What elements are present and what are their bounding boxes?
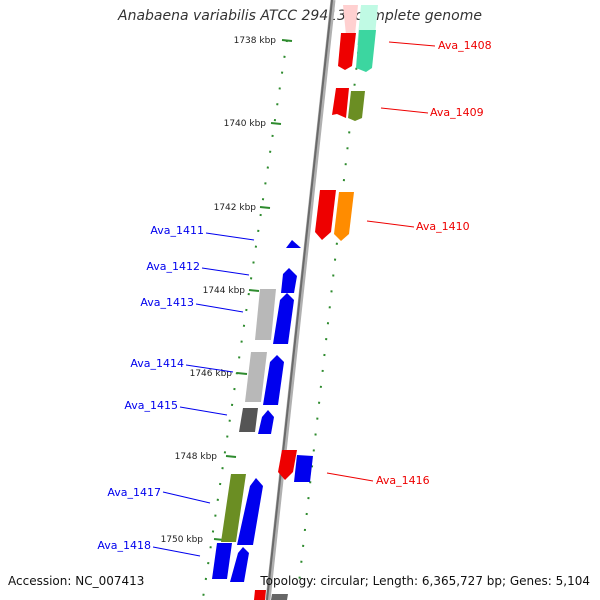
scale-label: 1738 kbp — [234, 36, 277, 46]
scale-ticks — [213, 39, 293, 541]
gene-ava-1412 — [281, 268, 297, 293]
scale-label: 1748 kbp — [175, 452, 218, 462]
gene-ava-1417 — [237, 478, 263, 545]
gene-ava-1415 — [258, 410, 274, 434]
gene-ava-1415-neighbor — [239, 408, 258, 432]
topology-text: Topology: circular; Length: 6,365,727 bp… — [260, 574, 590, 588]
scale-label: 1744 kbp — [203, 286, 246, 296]
gene-ava-1409-neighbor — [348, 91, 365, 121]
gene-label-ava-1409: Ava_1409 — [430, 106, 484, 119]
gene-label-ava-1417: Ava_1417 — [107, 486, 161, 499]
gene-ava-1411 — [286, 240, 301, 248]
accession-text: Accession: NC_007413 — [8, 574, 145, 588]
gene-label-ava-1418: Ava_1418 — [97, 539, 151, 552]
reverse-genes — [212, 240, 301, 582]
forward-genes — [254, 5, 378, 600]
gene-ava-1416-neighbor — [294, 455, 313, 482]
scale-label: 1746 kbp — [190, 369, 233, 379]
gene-label-ava-1413: Ava_1413 — [140, 296, 194, 309]
gene-label-ava-1411: Ava_1411 — [150, 224, 204, 237]
map-title: Anabaena variabilis ATCC 29413, complete… — [118, 8, 482, 24]
gene-ava-1409 — [332, 88, 349, 118]
gene-ava-1413-neighbor — [255, 289, 276, 340]
gene-ava-1418 — [230, 547, 249, 582]
gene-ava-1408-neighbor — [356, 30, 376, 72]
gene-ava-1410-neighbor — [334, 192, 354, 241]
gene-label-ava-1412: Ava_1412 — [146, 260, 200, 273]
forward-leaders — [326, 41, 436, 482]
gene-ava-1418-neighbor — [212, 543, 232, 579]
scale-label: 1742 kbp — [214, 203, 257, 213]
gene-ava-1417-neighbor — [221, 474, 246, 542]
gene-label-ava-1410: Ava_1410 — [416, 220, 470, 233]
gene-label-ava-1414: Ava_1414 — [130, 357, 184, 370]
gene-ava-1416 — [278, 450, 297, 480]
gene-ava-1414-neighbor — [245, 352, 267, 402]
gene-label-ava-1408: Ava_1408 — [438, 39, 492, 52]
gene-ava-1413 — [273, 293, 294, 344]
scale-label: 1750 kbp — [161, 535, 204, 545]
scale-label: 1740 kbp — [224, 119, 267, 129]
genome-backbone-core — [266, 0, 333, 600]
reverse-leaders — [152, 232, 255, 557]
gene-ava-1410 — [315, 190, 336, 240]
gene-partial-bottom-gray — [271, 594, 288, 600]
gene-ava-1408 — [338, 33, 356, 70]
gene-label-ava-1415: Ava_1415 — [124, 399, 178, 412]
gene-label-ava-1416: Ava_1416 — [376, 474, 430, 487]
gene-ava-1414 — [263, 355, 284, 405]
outer-ring — [297, 35, 361, 593]
gene-partial-bottom-red — [254, 590, 266, 600]
